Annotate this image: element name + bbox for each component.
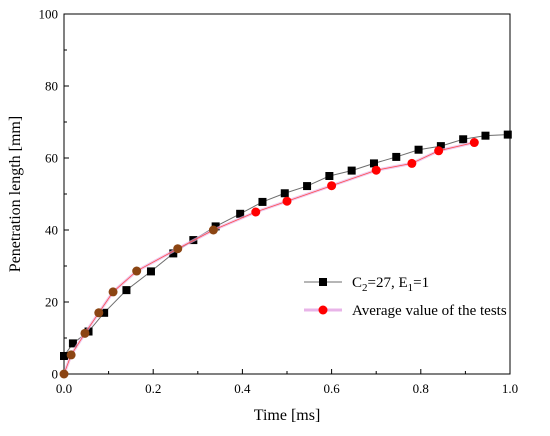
data-point-c2 xyxy=(459,135,468,144)
y-tick-label: 0 xyxy=(52,367,59,382)
data-point-average xyxy=(94,308,104,318)
data-point-average xyxy=(66,350,76,360)
data-point-average xyxy=(59,369,69,379)
y-tick-label: 80 xyxy=(45,79,58,94)
x-axis-ticks: 0.0 0.2 0.4 0.6 0.8 1.0 xyxy=(56,369,518,396)
legend-label-c2: C2=27, E1=1 xyxy=(352,275,429,294)
data-point-c2 xyxy=(503,130,512,139)
legend: C2=27, E1=1 Average value of the tests xyxy=(304,275,507,319)
data-point-c2 xyxy=(100,308,109,317)
data-point-c2 xyxy=(392,152,401,161)
data-point-c2 xyxy=(280,189,289,198)
data-point-average xyxy=(132,266,142,276)
legend-marker-average xyxy=(318,305,328,315)
x-tick-label: 1.0 xyxy=(502,381,518,396)
data-point-c2 xyxy=(369,159,378,168)
data-point-average xyxy=(80,328,90,338)
series-average-line xyxy=(59,138,479,379)
data-point-c2 xyxy=(481,131,490,140)
x-tick-label: 0.8 xyxy=(413,381,429,396)
data-point-average xyxy=(173,244,183,254)
series-c2-polyline xyxy=(63,134,508,357)
data-point-average xyxy=(469,138,479,148)
data-point-average xyxy=(208,225,218,235)
legend-label-average: Average value of the tests xyxy=(352,303,507,319)
x-tick-label: 0.0 xyxy=(56,381,72,396)
data-point-c2 xyxy=(236,209,245,218)
y-tick-label: 20 xyxy=(45,295,58,310)
data-point-c2 xyxy=(347,166,356,175)
legend-marker-c2 xyxy=(319,278,327,286)
data-point-average xyxy=(371,165,381,175)
x-axis-title: Time [ms] xyxy=(254,407,321,424)
data-point-c2 xyxy=(68,339,77,348)
data-point-average xyxy=(108,287,118,297)
x-tick-label: 0.2 xyxy=(145,381,161,396)
series-average-polyline xyxy=(62,141,475,375)
data-point-c2 xyxy=(414,145,423,154)
data-point-c2 xyxy=(258,197,267,206)
x-tick-label: 0.6 xyxy=(323,381,340,396)
y-tick-label: 100 xyxy=(39,7,59,22)
plot-frame xyxy=(63,13,511,375)
data-point-c2 xyxy=(303,182,312,191)
data-point-c2 xyxy=(60,352,68,360)
data-point-average xyxy=(251,207,261,217)
data-point-average xyxy=(434,146,444,156)
data-point-average xyxy=(327,181,337,191)
data-point-c2 xyxy=(169,249,178,258)
data-point-average xyxy=(407,158,417,168)
y-tick-label: 40 xyxy=(45,223,58,238)
data-point-c2 xyxy=(146,267,155,276)
y-tick-label: 60 xyxy=(45,151,58,166)
series-average-thin-line xyxy=(63,142,475,375)
series-c2-line xyxy=(60,130,512,360)
data-point-average xyxy=(282,196,292,206)
data-point-c2 xyxy=(122,286,131,295)
data-point-c2 xyxy=(325,172,334,180)
x-tick-label: 0.4 xyxy=(234,381,251,396)
y-axis-title: Penetration length [mm] xyxy=(7,116,24,272)
data-point-c2 xyxy=(436,142,445,151)
